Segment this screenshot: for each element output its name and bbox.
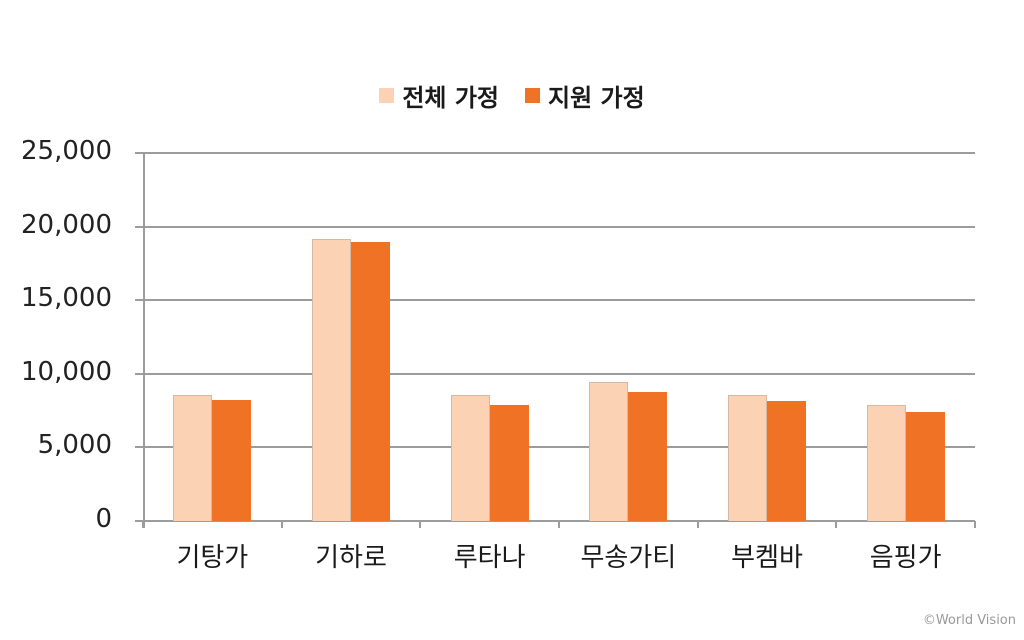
bar-total: [312, 239, 351, 521]
y-tick: [135, 446, 143, 449]
bar-total: [173, 395, 213, 521]
chart-legend: 전체 가정 지원 가정: [0, 78, 1024, 113]
x-tick-label: 음핑가: [869, 543, 942, 573]
y-tick: [135, 372, 143, 375]
y-tick-label: 15,000: [21, 283, 112, 314]
y-tick: [135, 225, 143, 228]
x-tick: [558, 521, 560, 528]
y-axis: [143, 153, 145, 528]
bar-total: [866, 404, 906, 521]
gridline: [143, 446, 975, 449]
y-tick: [135, 520, 143, 522]
gridline: [143, 299, 975, 302]
bar-supported: [767, 401, 806, 521]
bar-supported: [489, 405, 529, 521]
y-tick-label: 0: [95, 504, 112, 534]
y-tick-label: 5,000: [37, 430, 112, 461]
gridline: [143, 225, 975, 228]
y-tick-label: 20,000: [21, 209, 112, 240]
x-tick: [419, 521, 422, 528]
x-tick-label: 기하로: [315, 543, 387, 573]
legend-swatch-supported: [525, 88, 540, 103]
y-tick: [135, 299, 143, 302]
x-tick: [835, 521, 838, 528]
x-tick-label: 기탕가: [176, 543, 249, 573]
x-tick: [974, 521, 976, 528]
legend-label-supported: 지원 가정: [548, 84, 645, 112]
bar-supported: [212, 400, 252, 521]
legend-label-total: 전체 가정: [402, 84, 499, 112]
bar-total: [589, 381, 629, 521]
y-tick: [135, 152, 143, 154]
bar-total: [450, 395, 490, 521]
legend-item-supported: 지원 가정: [525, 78, 645, 113]
bar-supported: [628, 392, 668, 521]
bar-total: [728, 395, 767, 521]
plot-area: [135, 152, 976, 528]
legend-item-total: 전체 가정: [379, 78, 499, 113]
gridline: [143, 152, 975, 154]
bar-supported: [351, 242, 390, 521]
legend-swatch-total: [379, 88, 395, 103]
y-tick-label: 25,000: [21, 136, 112, 166]
x-tick: [280, 521, 283, 528]
x-tick-label: 루타나: [453, 543, 526, 573]
x-tick-label: 부켐바: [731, 543, 803, 573]
bar-supported: [905, 412, 945, 521]
gridline: [143, 372, 975, 375]
y-tick-label: 10,000: [21, 356, 112, 387]
credit-text: ©World Vision: [922, 613, 1016, 628]
x-tick: [142, 521, 144, 528]
x-tick: [696, 521, 699, 528]
x-tick-label: 무송가티: [580, 543, 677, 573]
